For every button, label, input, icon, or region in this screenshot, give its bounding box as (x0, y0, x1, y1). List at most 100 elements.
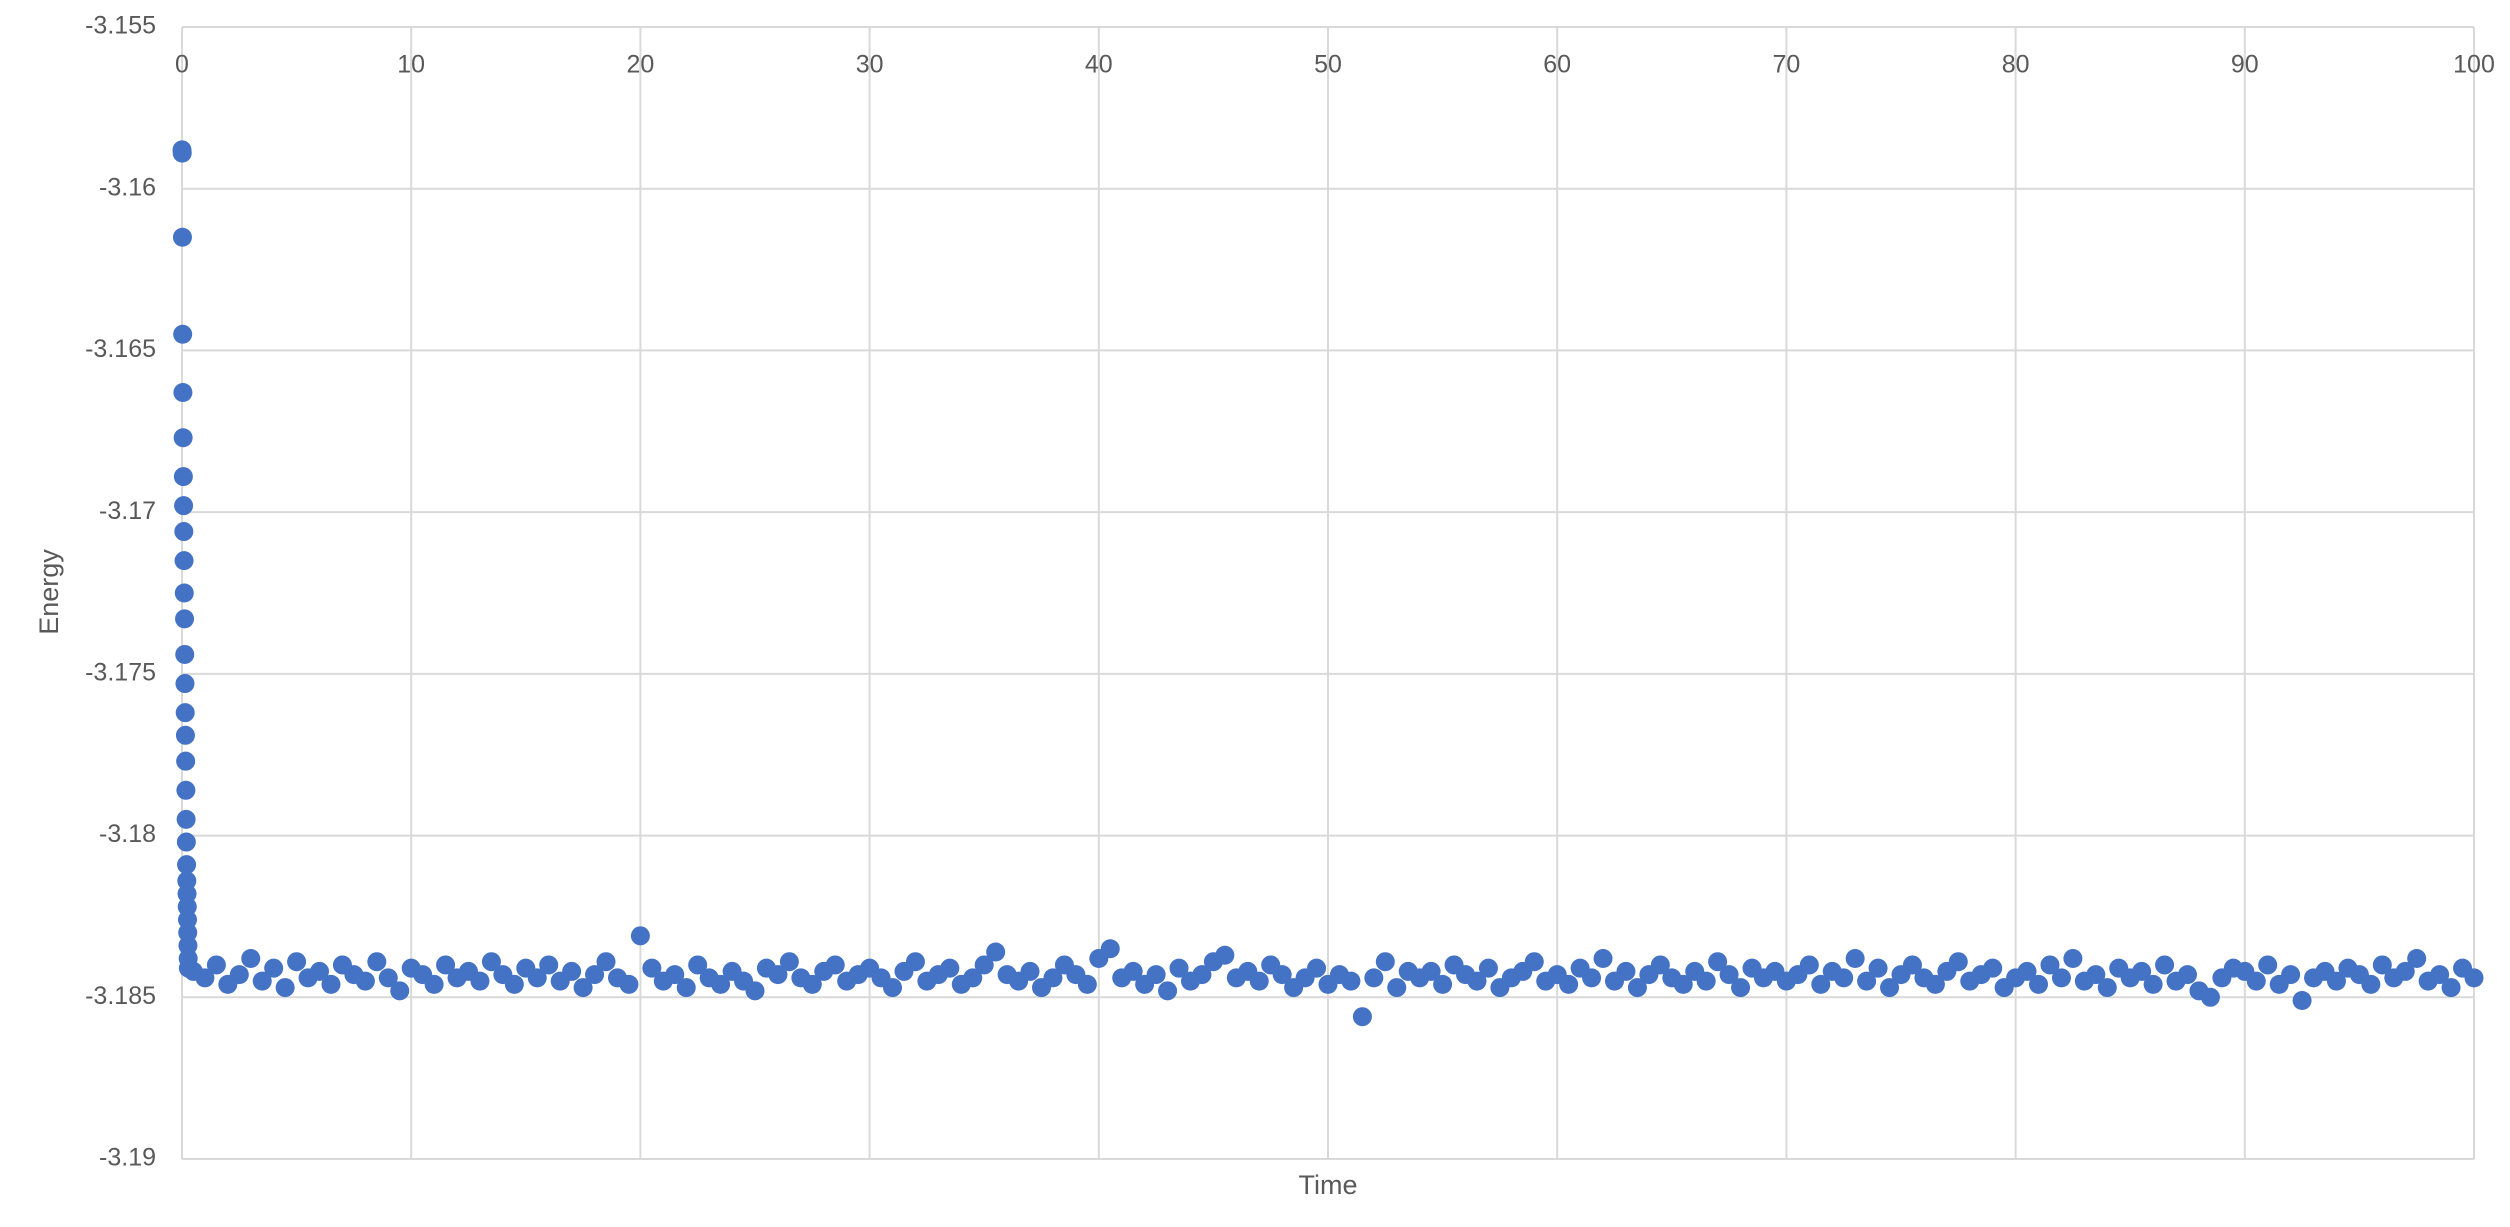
data-point (2361, 974, 2381, 994)
data-point (1845, 948, 1865, 968)
data-point (1375, 952, 1395, 972)
data-point (1215, 945, 1235, 965)
x-tick-label: 60 (1543, 51, 1571, 79)
data-point (175, 644, 195, 664)
data-point (470, 971, 490, 991)
data-point (1421, 961, 1441, 981)
data-point (2132, 961, 2152, 981)
data-point (173, 467, 193, 487)
data-point (1708, 952, 1728, 972)
data-point (1880, 978, 1900, 998)
y-tick-label: -3.175 (85, 658, 156, 686)
data-point (173, 428, 193, 448)
data-point (1559, 974, 1579, 994)
y-axis-title: Energy (34, 549, 64, 635)
x-tick-label: 70 (1772, 51, 1800, 79)
data-point (2029, 974, 2049, 994)
x-tick-label: 30 (856, 51, 884, 79)
data-point (2155, 955, 2175, 975)
data-point (287, 952, 307, 972)
data-point (825, 955, 845, 975)
data-point (2441, 978, 2461, 998)
data-point (2326, 971, 2346, 991)
data-point (688, 955, 708, 975)
data-point (1352, 1007, 1372, 1027)
y-tick-label: -3.165 (85, 335, 156, 363)
data-point (1043, 968, 1063, 988)
data-point (175, 703, 195, 723)
data-point (175, 725, 195, 745)
data-point (175, 674, 195, 694)
x-tick-label: 100 (2453, 51, 2495, 79)
data-point (974, 955, 994, 975)
data-point (1020, 961, 1040, 981)
data-point (1123, 961, 1143, 981)
x-tick-label: 80 (2002, 51, 2030, 79)
data-point (1100, 939, 1120, 959)
data-point (1169, 958, 1189, 978)
data-point (2097, 978, 2117, 998)
data-point (367, 952, 387, 972)
data-point (321, 974, 341, 994)
data-point (229, 965, 249, 985)
data-point (1650, 955, 1670, 975)
data-point (1627, 978, 1647, 998)
x-tick-label: 50 (1314, 51, 1342, 79)
data-point (174, 522, 194, 542)
data-point (1673, 974, 1693, 994)
data-point (2258, 955, 2278, 975)
data-point (1834, 968, 1854, 988)
data-point (905, 952, 925, 972)
data-point (2051, 968, 2071, 988)
data-point (1249, 971, 1269, 991)
data-point (1902, 955, 1922, 975)
data-point (986, 942, 1006, 962)
data-point (883, 978, 903, 998)
data-point (1341, 971, 1361, 991)
data-point (195, 968, 215, 988)
data-point (173, 382, 193, 402)
x-axis-title: Time (1299, 1170, 1358, 1200)
data-point (2372, 955, 2392, 975)
data-point (963, 968, 983, 988)
data-point (176, 751, 196, 771)
data-point (1387, 978, 1407, 998)
data-point (665, 965, 685, 985)
data-point (1696, 971, 1716, 991)
data-point (2430, 965, 2450, 985)
data-point (1524, 952, 1544, 972)
x-tick-label: 10 (397, 51, 425, 79)
data-point (172, 143, 192, 163)
data-point (1364, 968, 1384, 988)
x-tick-label: 40 (1085, 51, 1113, 79)
y-tick-label: -3.17 (99, 497, 156, 525)
data-point (241, 948, 261, 968)
x-tick-label: 0 (175, 51, 189, 79)
data-point (573, 978, 593, 998)
data-point (1593, 948, 1613, 968)
y-tick-label: -3.185 (85, 982, 156, 1010)
data-point (355, 971, 375, 991)
data-point (630, 926, 650, 946)
data-point (264, 958, 284, 978)
data-point (174, 583, 194, 603)
data-point (275, 978, 295, 998)
data-point (1719, 965, 1739, 985)
data-point (539, 955, 559, 975)
data-point (2200, 987, 2220, 1007)
data-point (175, 609, 195, 629)
data-point (802, 974, 822, 994)
data-point (676, 978, 696, 998)
data-point (252, 971, 272, 991)
data-point (1077, 974, 1097, 994)
data-point (2246, 971, 2266, 991)
data-point (1616, 961, 1636, 981)
data-point (642, 958, 662, 978)
data-point (2040, 955, 2060, 975)
data-point (2395, 961, 2415, 981)
data-point (2178, 965, 2197, 985)
data-point (1192, 965, 1212, 985)
data-point (562, 961, 582, 981)
data-point (172, 227, 192, 247)
